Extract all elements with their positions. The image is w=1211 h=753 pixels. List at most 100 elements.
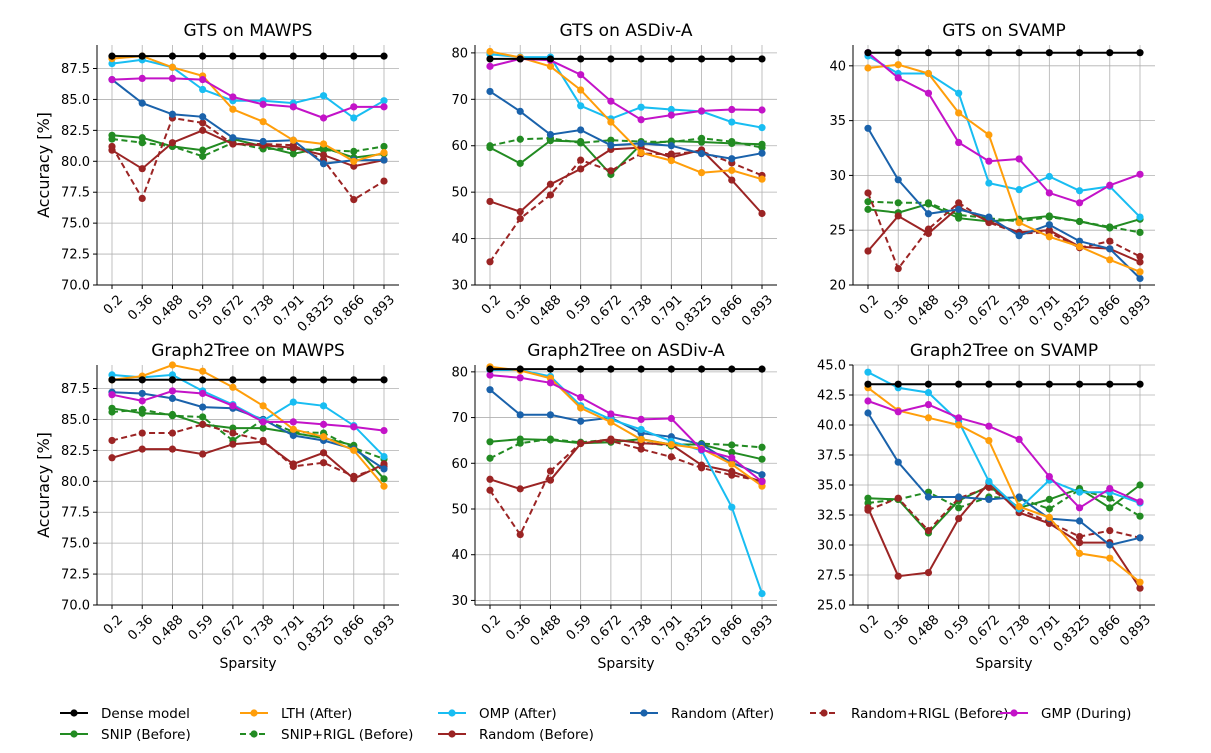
data-point-gmp — [168, 387, 177, 395]
data-point-random_after — [637, 139, 645, 148]
legend-label: Dense model — [101, 706, 190, 722]
data-point-snip_rigl — [1045, 213, 1053, 221]
data-point-snip_rigl — [168, 412, 177, 420]
data-point-gmp — [380, 426, 388, 435]
series-lth — [864, 61, 1144, 276]
data-point-random_before — [864, 247, 872, 255]
subplot-1: 70.072.575.077.580.082.585.087.50.2 0.360… — [34, 21, 399, 335]
y-tick-label: 80 — [451, 365, 468, 380]
x-tick-label: 0.738 — [240, 612, 277, 649]
data-point-lth — [607, 118, 615, 126]
y-tick-label: 60 — [451, 139, 468, 154]
data-point-random_before — [319, 449, 328, 457]
data-point-dense — [864, 49, 872, 57]
data-point-gmp — [1136, 170, 1144, 178]
series-line-snip — [867, 202, 1141, 230]
data-point-snip_rigl — [607, 136, 615, 144]
data-point-snip — [728, 448, 736, 456]
data-point-omp — [350, 114, 358, 122]
data-point-lth — [728, 460, 736, 468]
data-point-snip_rigl — [955, 504, 963, 512]
data-point-gmp — [486, 62, 494, 70]
data-point-random_rigl — [138, 429, 146, 437]
series-line-random_rigl — [489, 439, 763, 537]
series-random_after — [864, 124, 1144, 283]
data-point-lth — [1136, 578, 1144, 586]
data-point-random_after — [1136, 534, 1144, 542]
data-point-omp — [728, 118, 736, 126]
series-line-random_rigl — [111, 423, 385, 478]
data-point-dense — [894, 49, 902, 57]
data-point-dense — [1015, 49, 1023, 57]
data-point-random_after — [894, 176, 902, 184]
x-tick-label: 0.2 — [479, 292, 504, 317]
data-point-random_rigl — [985, 483, 993, 491]
data-point-random_rigl — [486, 486, 494, 494]
data-point-omp — [1015, 186, 1023, 194]
data-point-random_before — [894, 212, 902, 220]
data-point-dense — [289, 52, 297, 60]
data-point-random_rigl — [728, 471, 736, 479]
data-point-random_before — [199, 450, 207, 458]
legend-swatch-marker — [70, 709, 78, 717]
data-point-snip_rigl — [1075, 217, 1084, 226]
data-point-lth — [319, 140, 328, 148]
data-point-gmp — [607, 97, 615, 105]
data-point-gmp — [486, 371, 494, 379]
data-point-dense — [168, 376, 177, 384]
data-point-snip_rigl — [138, 405, 146, 414]
data-point-dense — [667, 55, 675, 63]
data-point-dense — [894, 380, 902, 388]
series-dense — [486, 55, 766, 63]
data-point-snip — [138, 134, 146, 142]
x-tick-label: 0.893 — [739, 292, 776, 329]
data-point-gmp — [924, 89, 933, 97]
legend-label: SNIP (Before) — [101, 727, 191, 743]
y-tick-label: 75.0 — [61, 537, 90, 552]
series-gmp — [486, 371, 766, 486]
series-line-random_after — [867, 127, 1141, 280]
data-point-gmp — [924, 401, 933, 409]
data-point-dense — [955, 49, 963, 57]
data-point-gmp — [199, 76, 207, 84]
data-point-gmp — [108, 76, 116, 84]
series-snip_rigl — [486, 134, 766, 152]
data-point-random_after — [577, 126, 585, 134]
data-point-random_rigl — [289, 462, 297, 471]
data-point-random_after — [289, 431, 297, 440]
series-random_before — [108, 126, 388, 173]
data-point-random_rigl — [108, 142, 116, 151]
data-point-dense — [108, 52, 116, 60]
data-point-lth — [924, 414, 933, 422]
data-point-random_after — [894, 458, 902, 466]
series-random_before — [486, 143, 766, 218]
data-point-random_rigl — [229, 429, 237, 437]
data-point-lth — [637, 149, 645, 157]
data-point-gmp — [168, 74, 177, 83]
data-point-dense — [667, 365, 675, 373]
data-point-omp — [758, 124, 766, 132]
data-point-dense — [697, 365, 706, 373]
data-point-random_after — [516, 411, 524, 419]
data-point-snip_rigl — [319, 146, 328, 154]
data-point-random_after — [758, 149, 766, 157]
data-point-dense — [728, 55, 736, 63]
series-dense — [108, 376, 388, 384]
data-point-omp — [1075, 187, 1084, 195]
y-tick-label: 35 — [829, 114, 846, 129]
data-point-snip_rigl — [199, 413, 207, 421]
data-point-random_after — [380, 156, 388, 164]
data-point-random_before — [486, 475, 494, 483]
legend-label: SNIP+RIGL (Before) — [281, 727, 413, 743]
data-point-dense — [199, 376, 207, 384]
x-tick-label: 0.2 — [479, 612, 504, 637]
data-point-gmp — [1015, 155, 1023, 163]
data-point-omp — [637, 103, 645, 111]
data-point-dense — [758, 55, 766, 63]
data-point-dense — [229, 52, 237, 60]
y-tick-label: 85.0 — [61, 413, 90, 428]
data-point-dense — [1075, 49, 1084, 57]
series-dense — [486, 365, 766, 373]
data-point-random_after — [319, 160, 328, 168]
